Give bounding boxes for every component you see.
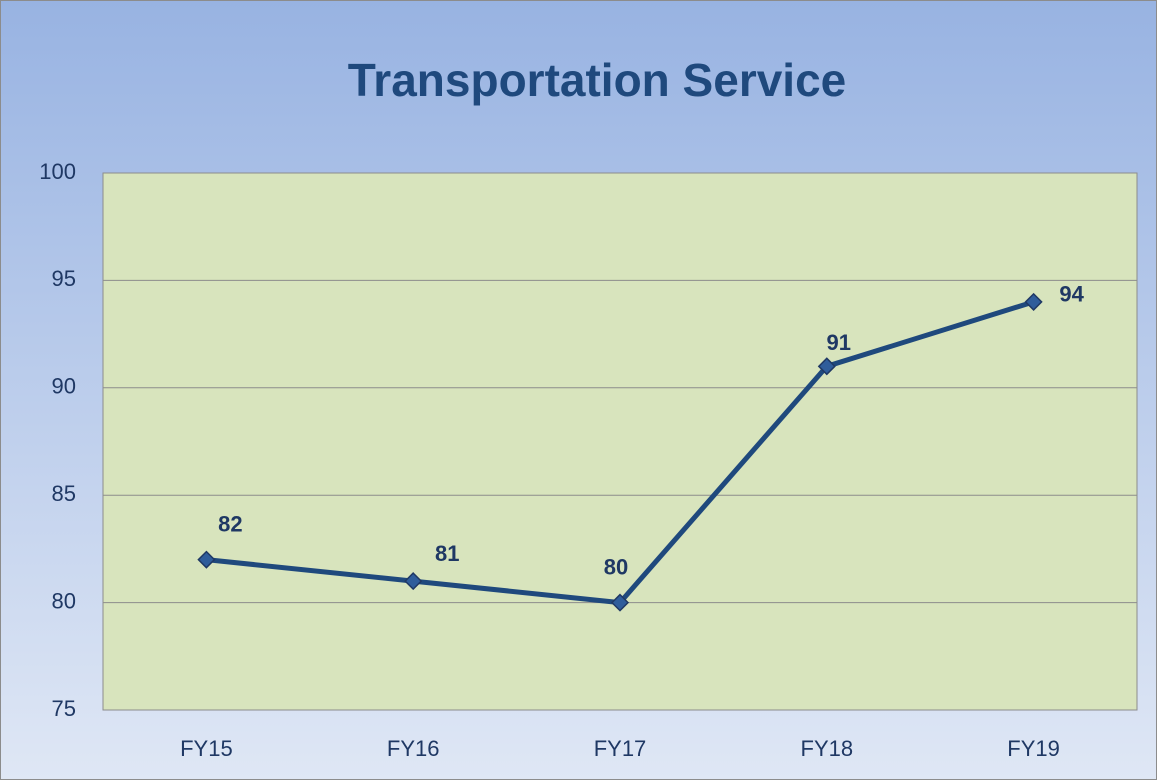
chart-title: Transportation Service xyxy=(348,54,847,106)
y-tick-label: 100 xyxy=(39,159,76,184)
x-tick-label: FY18 xyxy=(801,736,854,761)
x-tick-label: FY19 xyxy=(1007,736,1060,761)
y-tick-label: 80 xyxy=(52,588,76,613)
data-marker xyxy=(1024,292,1043,311)
y-tick-label: 75 xyxy=(52,696,76,721)
y-tick-label: 95 xyxy=(52,266,76,291)
data-marker xyxy=(197,550,216,569)
x-tick-label: FY17 xyxy=(594,736,647,761)
data-marker xyxy=(610,593,630,612)
x-tick-label: FY15 xyxy=(180,736,233,761)
data-label: 82 xyxy=(218,511,242,536)
data-label: 91 xyxy=(827,330,851,355)
data-marker xyxy=(404,572,423,591)
y-tick-label: 90 xyxy=(52,374,76,399)
data-label: 81 xyxy=(435,541,459,566)
y-tick-label: 85 xyxy=(52,481,76,506)
data-marker xyxy=(817,357,836,376)
x-tick-label: FY16 xyxy=(387,736,440,761)
data-label: 94 xyxy=(1059,282,1084,307)
plot-area xyxy=(102,172,1138,711)
data-label: 80 xyxy=(604,554,628,579)
